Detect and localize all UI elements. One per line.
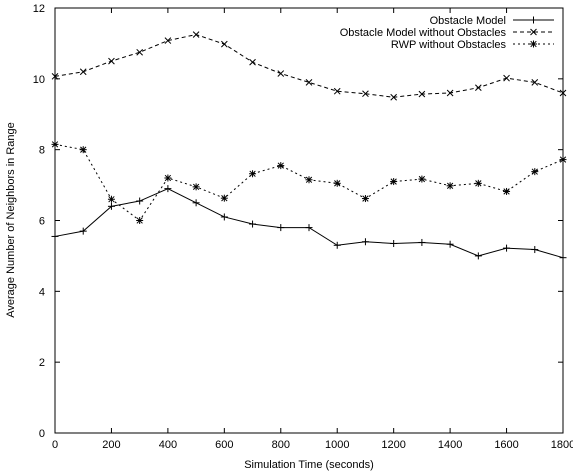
legend-label: Obstacle Model without Obstacles (340, 27, 507, 39)
data-point (249, 170, 257, 178)
data-point (503, 187, 511, 195)
y-axis-title: Average Number of Neighbors in Range (5, 122, 17, 317)
data-point (361, 238, 369, 246)
y-tick-label: 6 (39, 216, 45, 228)
data-point (559, 156, 567, 164)
data-point (51, 73, 59, 80)
y-tick-label: 8 (39, 145, 45, 157)
x-tick-label: 200 (102, 439, 120, 451)
x-tick-label: 1600 (494, 439, 518, 451)
y-tick-labels: 0 2 4 6 8 10 12 (33, 3, 45, 440)
data-point (503, 74, 510, 82)
series-1 (51, 185, 567, 262)
legend-item: RWP without Obstacles (391, 39, 554, 51)
x-tick-label: 1200 (381, 439, 405, 451)
data-point (221, 40, 228, 48)
x-axis-title: Simulation Time (seconds) (244, 459, 374, 471)
series-line (54, 188, 564, 259)
data-point (474, 179, 482, 187)
data-point (51, 232, 59, 240)
data-point (192, 199, 200, 207)
data-point (333, 241, 341, 249)
x-tick-label: 1000 (325, 439, 349, 451)
data-point (79, 227, 87, 235)
data-point (249, 58, 256, 66)
data-point (220, 213, 228, 221)
data-point (305, 79, 313, 86)
data-point (79, 146, 87, 154)
legend-marker (530, 40, 537, 48)
data-point (475, 84, 482, 92)
data-point (164, 174, 172, 182)
y-tick-label: 12 (33, 3, 45, 15)
legend-item: Obstacle Model (430, 15, 554, 27)
legend-label: RWP without Obstacles (391, 39, 507, 51)
data-point (79, 68, 87, 76)
data-point (136, 197, 144, 205)
x-tick-label: 600 (215, 439, 233, 451)
data-point (136, 48, 143, 56)
x-tick-label: 800 (272, 439, 290, 451)
data-point (192, 31, 200, 38)
data-point (418, 238, 426, 246)
x-tick-label: 0 (52, 439, 58, 451)
data-point (277, 162, 285, 170)
data-point (390, 93, 397, 101)
series-layer (51, 31, 567, 262)
data-point (277, 224, 285, 232)
series-3 (51, 140, 567, 224)
data-point (503, 244, 511, 252)
y-tick-label: 10 (33, 74, 45, 86)
data-point (474, 252, 482, 260)
data-point (164, 37, 172, 44)
data-point (107, 195, 115, 203)
data-point (220, 194, 228, 202)
data-point (136, 217, 144, 224)
data-point (362, 90, 369, 98)
data-point (164, 185, 172, 193)
x-tick-labels: 0 200 400 600 800 1000 1200 1400 1600 1800 (52, 439, 573, 451)
axis-ticks (54, 7, 564, 434)
data-point (305, 176, 313, 184)
data-point (531, 246, 539, 254)
data-point (249, 220, 257, 228)
data-point (333, 87, 341, 95)
plot-frame (54, 7, 564, 434)
data-point (531, 79, 539, 86)
data-point (192, 183, 200, 191)
data-point (446, 89, 454, 97)
legend-label: Obstacle Model (430, 15, 506, 27)
y-tick-label: 2 (39, 357, 45, 369)
x-tick-label: 1400 (438, 439, 462, 451)
data-point (418, 90, 426, 98)
data-point (333, 179, 341, 187)
x-tick-label: 400 (159, 439, 177, 451)
data-point (277, 70, 285, 77)
data-point (559, 254, 567, 262)
data-point (108, 57, 115, 65)
data-point (390, 178, 398, 186)
data-point (305, 224, 313, 232)
data-point (446, 182, 454, 190)
y-tick-label: 4 (39, 286, 45, 298)
legend-marker (530, 16, 537, 24)
x-tick-label: 1800 (551, 439, 573, 451)
legend-marker (530, 28, 537, 36)
y-tick-label: 0 (39, 428, 45, 440)
data-point (418, 175, 426, 183)
series-2 (51, 31, 567, 101)
data-point (531, 168, 539, 176)
data-point (51, 140, 59, 148)
data-point (390, 240, 398, 248)
data-point (559, 89, 567, 97)
data-point (446, 240, 454, 248)
data-point (361, 195, 369, 203)
data-point (107, 202, 115, 210)
legend-item: Obstacle Model without Obstacles (340, 27, 554, 39)
